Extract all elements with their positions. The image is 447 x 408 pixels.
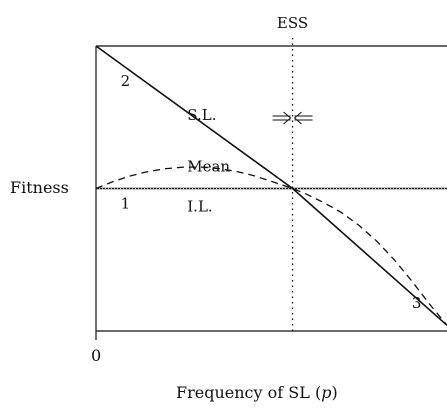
series-label-sl: S.L. <box>187 106 216 124</box>
series-label-il: I.L. <box>187 197 212 215</box>
point-label-2: 2 <box>121 72 131 90</box>
y-axis-label: Fitness <box>10 178 69 197</box>
point-label-3: 3 <box>412 294 422 312</box>
convergence-arrows-icon <box>272 111 313 125</box>
point-label-1: 1 <box>121 194 131 212</box>
x-axis-label: Frequency of SL (p) <box>176 383 338 402</box>
x-tick-label-0: 0 <box>91 346 101 365</box>
ess-label: ESS <box>277 14 308 32</box>
series-line-mean <box>95 166 447 326</box>
x-axis-label-close: ) <box>331 383 337 402</box>
series-label-mean: Mean <box>187 157 230 175</box>
x-axis-label-text: Frequency of SL ( <box>176 383 321 402</box>
arrow-right-icon <box>272 111 292 125</box>
arrow-left-icon <box>293 111 313 125</box>
x-axis-label-var: p <box>321 383 331 402</box>
series-line-sl <box>95 45 447 326</box>
